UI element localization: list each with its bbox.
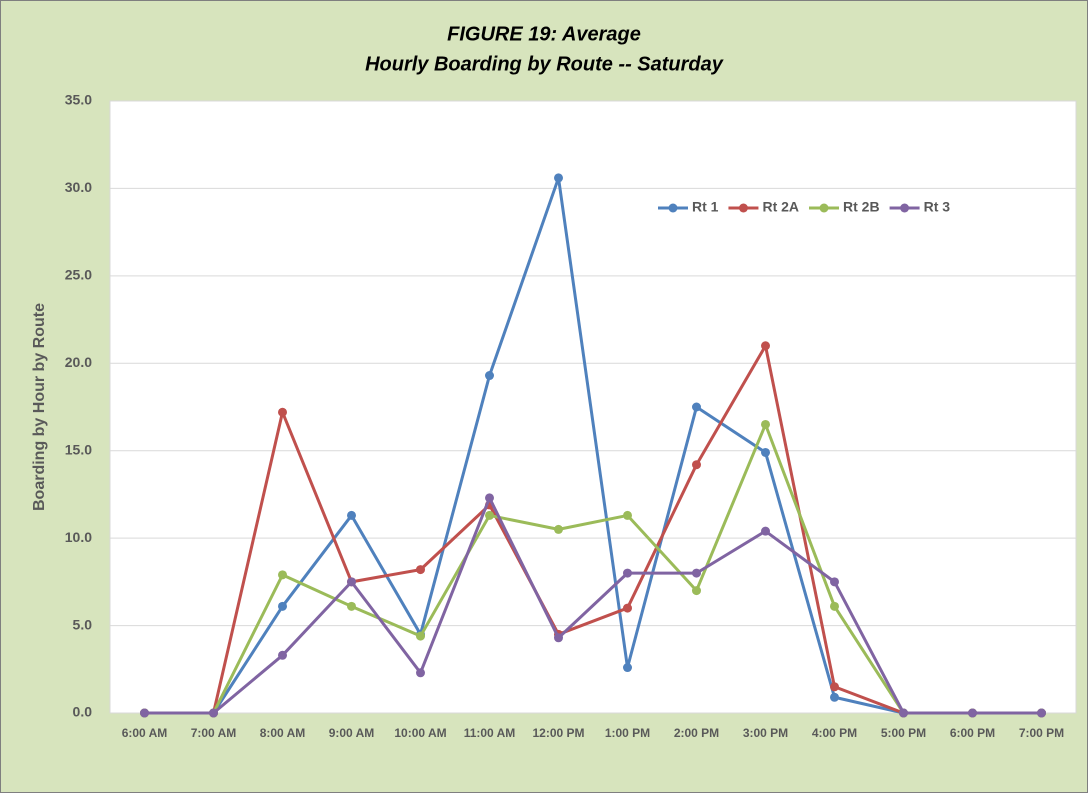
data-point — [554, 524, 563, 534]
x-tick-label: 4:00 PM — [812, 726, 857, 740]
legend-marker — [900, 203, 910, 213]
data-point — [830, 601, 839, 611]
x-tick-label: 3:00 PM — [743, 726, 788, 740]
data-point — [968, 708, 977, 718]
x-tick-label: 1:00 PM — [605, 726, 650, 740]
legend-marker — [819, 203, 829, 213]
data-point — [623, 568, 632, 578]
series-line — [144, 344, 1042, 715]
series-line — [144, 176, 1042, 715]
x-tick-label: 7:00 AM — [191, 726, 237, 740]
data-point — [347, 577, 356, 587]
data-point — [278, 601, 287, 611]
data-point — [416, 668, 425, 678]
data-point — [692, 586, 701, 596]
data-point — [623, 663, 632, 673]
y-tick-label: 35.0 — [65, 92, 92, 108]
data-point — [485, 510, 494, 520]
data-point — [899, 708, 908, 718]
x-tick-label: 9:00 AM — [329, 726, 375, 740]
series-line — [144, 496, 1042, 715]
x-tick-label: 12:00 PM — [532, 726, 584, 740]
data-point — [347, 510, 356, 520]
data-point — [1037, 708, 1046, 718]
series-line — [144, 422, 1042, 715]
y-tick-label: 5.0 — [73, 616, 93, 632]
data-point — [485, 493, 494, 503]
data-point — [761, 447, 770, 457]
x-tick-label: 11:00 AM — [464, 726, 516, 740]
x-tick-label: 2:00 PM — [674, 726, 719, 740]
data-point — [278, 650, 287, 660]
x-tick-label: 6:00 PM — [950, 726, 995, 740]
legend-marker — [738, 203, 748, 213]
legend-label: Rt 2A — [762, 199, 799, 215]
data-point — [416, 565, 425, 575]
data-point — [416, 631, 425, 641]
data-point — [830, 682, 839, 692]
data-point — [347, 601, 356, 611]
y-tick-label: 0.0 — [73, 704, 93, 720]
y-tick-label: 30.0 — [65, 179, 92, 195]
data-point — [140, 708, 149, 718]
x-tick-label: 5:00 PM — [881, 726, 926, 740]
data-point — [623, 603, 632, 613]
data-point — [485, 371, 494, 381]
data-point — [761, 526, 770, 536]
data-point — [761, 419, 770, 429]
y-tick-label: 10.0 — [65, 529, 92, 545]
data-point — [692, 402, 701, 412]
chart-subtitle: Hourly Boarding by Route -- Saturday — [365, 53, 724, 75]
y-axis-label: Boarding by Hour by Route — [31, 303, 48, 511]
data-point — [830, 692, 839, 702]
x-tick-label: 6:00 AM — [122, 726, 168, 740]
x-tick-label: 8:00 AM — [260, 726, 306, 740]
data-point — [761, 341, 770, 351]
data-point — [278, 407, 287, 417]
data-point — [830, 577, 839, 587]
y-tick-label: 25.0 — [65, 267, 92, 283]
legend-label: Rt 1 — [692, 199, 719, 215]
data-point — [692, 568, 701, 578]
data-point — [554, 173, 563, 183]
legend-marker — [668, 203, 678, 213]
data-point — [209, 708, 218, 718]
plot-area — [109, 100, 1077, 714]
data-point — [554, 633, 563, 643]
legend-label: Rt 2B — [843, 199, 880, 215]
x-tick-label: 10:00 AM — [394, 726, 446, 740]
y-tick-label: 20.0 — [65, 354, 92, 370]
data-point — [278, 570, 287, 580]
chart-title: FIGURE 19: Average — [447, 23, 641, 45]
data-point — [692, 460, 701, 470]
legend-label: Rt 3 — [924, 199, 951, 215]
data-point — [623, 510, 632, 520]
x-tick-label: 7:00 PM — [1019, 726, 1064, 740]
y-tick-label: 15.0 — [65, 441, 92, 457]
